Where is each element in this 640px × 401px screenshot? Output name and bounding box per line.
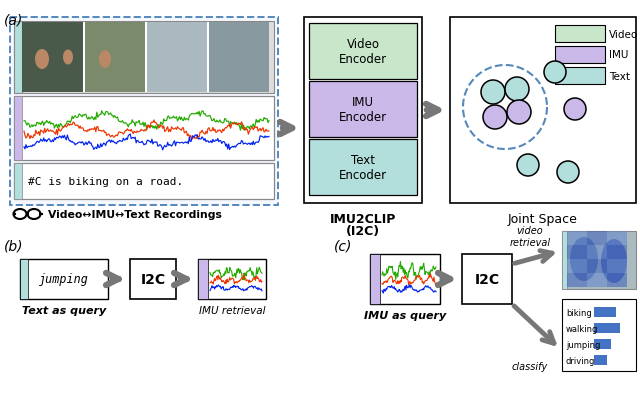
Ellipse shape	[505, 78, 529, 102]
Text: Text
Encoder: Text Encoder	[339, 154, 387, 182]
Text: IMU as query: IMU as query	[364, 310, 446, 320]
Bar	[370, 254, 440, 304]
Bar	[567, 245, 587, 259]
Text: walking: walking	[566, 325, 598, 334]
Bar	[14, 164, 22, 200]
Bar	[594, 339, 611, 349]
Text: (c): (c)	[334, 239, 353, 253]
Ellipse shape	[507, 101, 531, 125]
Bar	[14, 97, 274, 160]
Bar	[22, 23, 83, 93]
Bar	[14, 22, 274, 94]
Bar	[607, 245, 627, 259]
Ellipse shape	[601, 239, 627, 283]
Bar	[20, 259, 28, 299]
Ellipse shape	[99, 51, 111, 69]
Ellipse shape	[63, 51, 73, 65]
Text: Text as query: Text as query	[22, 305, 106, 315]
Text: IMU
Encoder: IMU Encoder	[339, 96, 387, 124]
Bar	[83, 23, 85, 93]
Bar	[587, 231, 607, 245]
Bar	[198, 259, 208, 299]
Bar	[20, 259, 108, 299]
Ellipse shape	[544, 62, 566, 84]
Bar	[562, 299, 636, 371]
Text: biking: biking	[566, 309, 592, 318]
Bar	[146, 23, 207, 93]
Bar	[607, 231, 627, 245]
Text: #C is biking on a road.: #C is biking on a road.	[28, 176, 183, 186]
Bar	[567, 231, 587, 245]
Bar	[370, 254, 380, 304]
Bar	[146, 23, 207, 93]
Bar	[14, 97, 22, 160]
Text: (I2C): (I2C)	[346, 225, 380, 237]
Text: Joint Space: Joint Space	[508, 213, 578, 225]
Bar	[22, 23, 83, 93]
Bar	[607, 273, 627, 287]
Bar	[567, 259, 587, 273]
Bar	[562, 231, 636, 289]
Text: IMU retrieval: IMU retrieval	[199, 305, 265, 315]
Bar	[594, 355, 607, 365]
Bar	[309, 24, 417, 80]
Ellipse shape	[35, 50, 49, 70]
Text: I2C: I2C	[474, 272, 500, 286]
Bar	[587, 245, 607, 259]
Text: (a): (a)	[4, 14, 23, 28]
Text: Video↔IMU↔Text Recordings: Video↔IMU↔Text Recordings	[48, 209, 222, 219]
Ellipse shape	[481, 81, 505, 105]
Bar	[462, 254, 512, 304]
Bar	[607, 259, 627, 273]
Bar	[450, 18, 636, 203]
Text: Video: Video	[609, 29, 638, 39]
Text: driving: driving	[566, 356, 595, 366]
Ellipse shape	[557, 162, 579, 184]
Text: IMU2CLIP: IMU2CLIP	[330, 213, 396, 225]
Text: I2C: I2C	[140, 272, 166, 286]
Text: jumping: jumping	[39, 273, 89, 286]
Text: Video
Encoder: Video Encoder	[339, 38, 387, 66]
Bar	[594, 307, 616, 317]
Text: IMU: IMU	[609, 51, 628, 60]
Bar	[594, 323, 620, 333]
Bar	[304, 18, 422, 203]
Ellipse shape	[564, 99, 586, 121]
Bar	[14, 164, 274, 200]
Bar	[130, 259, 176, 299]
Bar	[84, 23, 145, 93]
Bar	[587, 273, 607, 287]
Bar	[145, 23, 147, 93]
Bar	[555, 26, 605, 43]
Bar	[555, 47, 605, 64]
Text: classify: classify	[512, 361, 548, 371]
Bar	[309, 140, 417, 196]
Ellipse shape	[517, 155, 539, 176]
Text: jumping: jumping	[566, 341, 600, 350]
Bar	[198, 259, 266, 299]
Bar	[587, 259, 607, 273]
Bar	[84, 23, 145, 93]
Bar	[555, 68, 605, 85]
Bar	[567, 273, 587, 287]
Ellipse shape	[483, 106, 507, 130]
Text: video
retrieval: video retrieval	[509, 226, 550, 247]
Bar	[207, 23, 209, 93]
Text: (b): (b)	[4, 239, 24, 253]
Bar	[309, 82, 417, 138]
Bar	[208, 23, 269, 93]
Bar	[10, 18, 278, 205]
Bar	[14, 22, 22, 94]
Bar	[562, 231, 567, 289]
Text: Text: Text	[609, 71, 630, 81]
Bar	[208, 23, 269, 93]
Ellipse shape	[570, 237, 598, 281]
